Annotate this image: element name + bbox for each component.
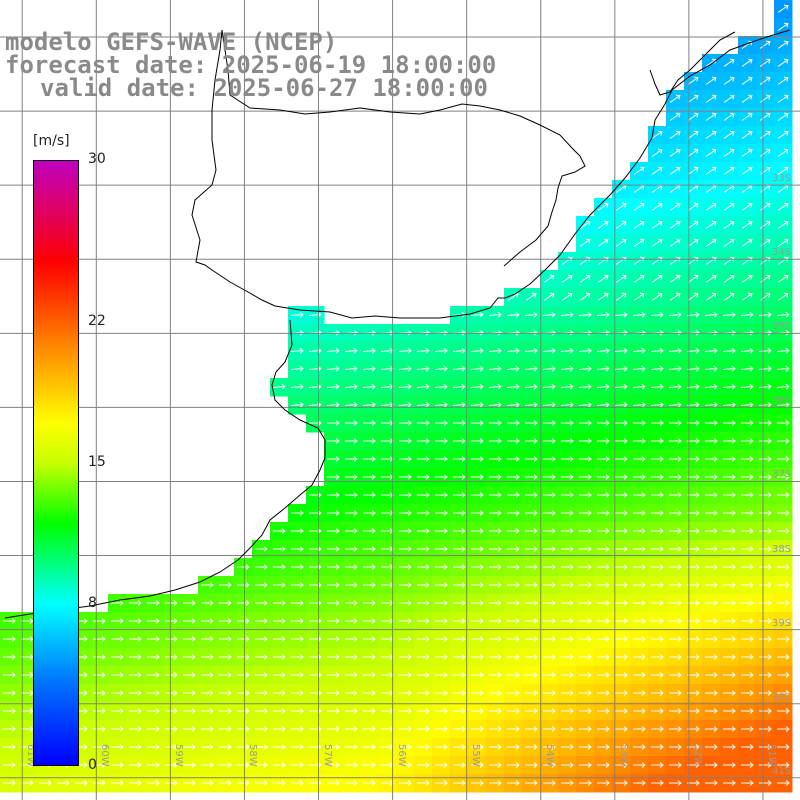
valid-date: valid date: 2025-06-27 18:00:00 — [40, 75, 488, 101]
lat-tick-label: 35S — [772, 321, 791, 332]
colorbar-tick-label: 22 — [88, 313, 106, 329]
colorbar-tick-label: 30 — [88, 151, 106, 167]
lon-tick-label: 58W — [247, 744, 258, 767]
lat-tick-label: 33S — [772, 173, 791, 184]
lon-tick-label: 54W — [544, 744, 555, 767]
lon-tick-label: 56W — [396, 744, 407, 767]
lon-tick-label: 52W — [692, 744, 703, 767]
lon-tick-label: 57W — [322, 744, 333, 767]
lat-tick-label: 40S — [772, 692, 791, 703]
colorbar-tick-label: 0 — [88, 757, 97, 773]
lat-tick-label: 34S — [772, 247, 791, 258]
lat-tick-label: 37S — [772, 469, 791, 480]
lon-tick-label: 55W — [470, 744, 481, 767]
lon-tick-label: 59W — [173, 744, 184, 767]
lon-tick-label: 60W — [99, 744, 110, 767]
lat-tick-label: 36S — [772, 395, 791, 406]
colorbar-tick-label: 8 — [88, 595, 97, 611]
lat-tick-label: 39S — [772, 618, 791, 629]
colorbar-tick-label: 15 — [88, 454, 106, 470]
lon-tick-label: 53W — [618, 744, 629, 767]
lat-tick-label: 41S — [772, 766, 791, 777]
colorbar — [33, 160, 79, 766]
colorbar-unit: [m/s] — [33, 133, 70, 149]
lon-tick-label: 51W — [766, 744, 777, 767]
lat-tick-label: 38S — [772, 544, 791, 555]
